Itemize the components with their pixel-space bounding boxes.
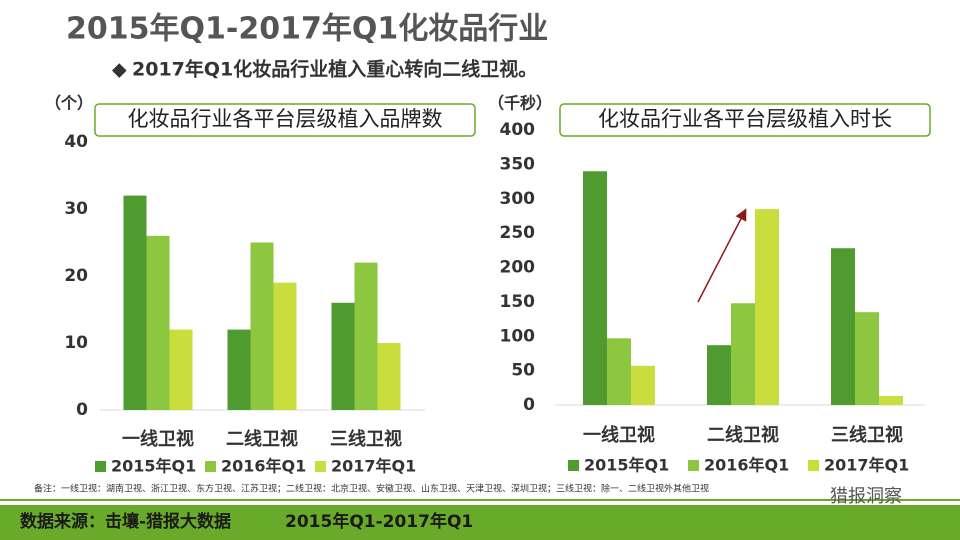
legend-label: 2017年Q1	[331, 457, 416, 476]
y-tick-label: 30	[64, 199, 88, 219]
x-tick-label: 三线卫视	[330, 428, 402, 450]
footer-band	[0, 505, 960, 540]
y-tick-label: 40	[64, 132, 88, 152]
legend-label: 2015年Q1	[111, 457, 196, 476]
legend-swatch	[808, 460, 819, 471]
y-tick-label: 350	[500, 154, 536, 174]
y-tick-label: 400	[500, 120, 536, 140]
y-tick-label: 100	[500, 326, 536, 346]
y-tick-label: 150	[500, 292, 536, 312]
x-tick-label: 一线卫视	[583, 424, 655, 446]
y-tick-label: 50	[511, 361, 535, 381]
bar	[583, 171, 607, 405]
period: 2015年Q1-2017年Q1	[285, 511, 473, 532]
legend-swatch	[315, 461, 326, 472]
legend-label: 2015年Q1	[584, 456, 669, 475]
bar	[146, 235, 170, 410]
source: 数据来源：击壤-猎报大数据	[20, 511, 231, 532]
legend-swatch	[568, 460, 579, 471]
slide-subtitle: 2017年Q1化妆品行业植入重心转向二线卫视。	[132, 58, 537, 81]
bar	[123, 195, 147, 410]
chart-title: 化妆品行业各平台层级植入品牌数	[128, 107, 443, 131]
x-tick-label: 一线卫视	[122, 428, 194, 450]
bar	[755, 209, 779, 405]
legend-label: 2016年Q1	[704, 456, 789, 475]
y-tick-label: 300	[500, 189, 536, 209]
bar	[879, 396, 903, 405]
legend-swatch	[688, 460, 699, 471]
legend-swatch	[95, 461, 106, 472]
bar	[607, 338, 631, 405]
bar	[731, 303, 755, 405]
chart-title-box	[94, 103, 476, 137]
bar	[831, 248, 855, 405]
watermark: 猎报洞察	[830, 486, 902, 507]
y-tick-label: 200	[500, 258, 536, 278]
bar	[273, 282, 297, 410]
bar	[227, 329, 251, 410]
x-tick-label: 二线卫视	[707, 424, 779, 446]
y-tick-label: 0	[76, 400, 88, 420]
y-tick-label: 250	[500, 223, 536, 243]
bar	[707, 345, 731, 405]
bar	[169, 329, 193, 410]
unit-label: （个）	[45, 94, 93, 113]
slide-title: 2015年Q1-2017年Q1化妆品行业	[66, 12, 548, 47]
y-tick-label: 0	[523, 395, 535, 415]
legend-label: 2016年Q1	[221, 457, 306, 476]
x-tick-label: 三线卫视	[831, 424, 903, 446]
x-tick-label: 二线卫视	[226, 428, 298, 450]
bar	[855, 312, 879, 405]
legend-swatch	[205, 461, 216, 472]
bar	[377, 343, 401, 410]
y-tick-label: 20	[64, 266, 88, 286]
trend-arrow	[697, 208, 747, 303]
legend-label: 2017年Q1	[824, 456, 909, 475]
bullet: ◆	[112, 59, 127, 81]
bar	[354, 262, 378, 410]
unit-label: （千秒）	[488, 94, 552, 113]
bar	[331, 302, 355, 410]
bar	[250, 242, 274, 410]
bar	[631, 365, 655, 405]
chart-title: 化妆品行业各平台层级植入时长	[598, 107, 892, 131]
note: 备注：一线卫视：湖南卫视、浙江卫视、东方卫视、江苏卫视；二线卫视：北京卫视、安徽…	[34, 483, 709, 495]
y-tick-label: 10	[64, 333, 88, 353]
chart-title-box	[559, 103, 931, 137]
